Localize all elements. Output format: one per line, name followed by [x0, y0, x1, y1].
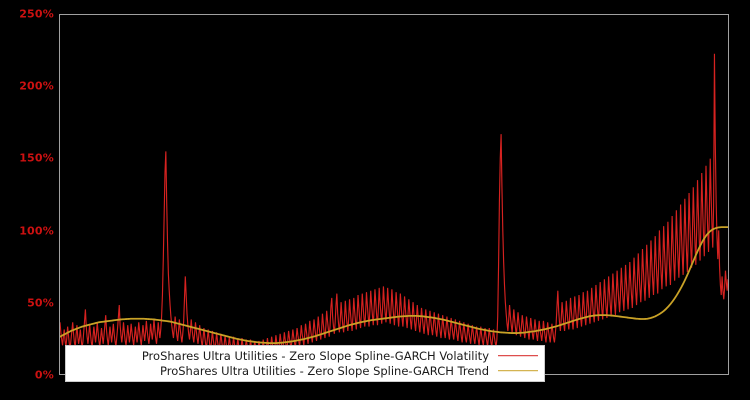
volatility-series — [60, 53, 728, 356]
trend-series — [60, 226, 728, 345]
chart-canvas — [60, 53, 728, 356]
legend-color-swatch — [498, 350, 538, 361]
y-axis-tick-label: 50% — [27, 296, 54, 310]
y-axis-tick-label: 100% — [19, 224, 54, 238]
legend-item[interactable]: ProShares Ultra Utilities - Zero Slope S… — [72, 363, 538, 378]
legend-color-swatch — [498, 365, 538, 376]
y-axis-tick-label: 0% — [34, 368, 54, 382]
y-axis-tick-label: 250% — [19, 7, 54, 21]
legend-item[interactable]: ProShares Ultra Utilities - Zero Slope S… — [72, 348, 538, 363]
y-axis-tick-label: 200% — [19, 79, 54, 93]
legend-item-label: ProShares Ultra Utilities - Zero Slope S… — [141, 348, 489, 363]
plot-area — [59, 14, 729, 375]
legend-item-label: ProShares Ultra Utilities - Zero Slope S… — [160, 363, 489, 378]
chart-legend: ProShares Ultra Utilities - Zero Slope S… — [65, 345, 545, 382]
y-axis-tick-label: 150% — [19, 151, 54, 165]
y-axis-labels: 0% 50% 100% 150% 200% 250% — [0, 0, 54, 400]
